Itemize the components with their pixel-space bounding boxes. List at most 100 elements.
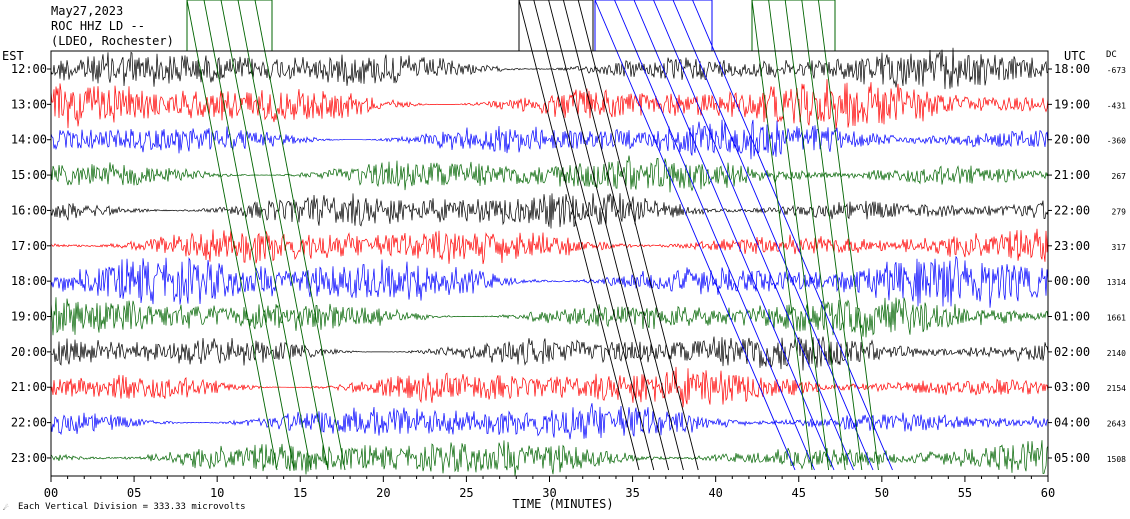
x-tick-label: 40	[708, 486, 722, 500]
left-hour-label: 13:00	[11, 97, 47, 111]
trace-row-8	[50, 297, 1049, 338]
right-timezone-label: UTC	[1064, 49, 1086, 63]
event-overlay-2-line	[562, 0, 684, 471]
trace-row-1	[50, 47, 1049, 90]
event-overlays	[186, 0, 893, 471]
seismic-traces	[50, 47, 1049, 477]
trace-row-10	[50, 366, 1049, 408]
dc-offset-label: 317	[1112, 243, 1127, 252]
event-overlay-2-line	[518, 0, 640, 471]
right-hour-label: 18:00	[1054, 62, 1090, 76]
right-hour-label: 20:00	[1054, 133, 1090, 147]
event-overlay-4-box	[751, 0, 836, 51]
x-tick-label: 15	[293, 486, 307, 500]
left-hour-label: 14:00	[11, 133, 47, 147]
event-overlay-3-line	[594, 0, 796, 471]
x-tick-label: 30	[542, 486, 556, 500]
event-overlay-2-line	[533, 0, 655, 471]
event-overlay-2	[518, 0, 699, 471]
trace-row-9	[50, 336, 1049, 371]
event-overlay-3	[594, 0, 893, 471]
x-tick-label: 50	[875, 486, 889, 500]
x-tick-label: 35	[625, 486, 639, 500]
x-tick-label: 00	[44, 486, 58, 500]
event-overlay-4-line	[784, 0, 846, 471]
right-hour-label: 04:00	[1054, 416, 1090, 430]
event-overlay-3-line	[692, 0, 893, 471]
event-overlay-1	[186, 0, 346, 471]
right-hour-label: 00:00	[1054, 274, 1090, 288]
event-overlay-3-line	[672, 0, 874, 471]
right-hour-label: 21:00	[1054, 168, 1090, 182]
header-network: (LDEO, Rochester)	[51, 34, 174, 48]
right-hour-label: 02:00	[1054, 345, 1090, 359]
footer-logo-icon: ☄	[3, 503, 9, 513]
event-overlay-1-line	[203, 0, 295, 471]
trace-row-4	[50, 155, 1049, 193]
right-hour-label: 23:00	[1054, 239, 1090, 253]
dc-offset-label: 2140	[1107, 349, 1126, 358]
event-overlay-3-line	[653, 0, 854, 471]
x-tick-label: 20	[376, 486, 390, 500]
event-overlay-3-line	[633, 0, 835, 471]
event-overlay-1-line	[220, 0, 312, 471]
plot-frame	[50, 50, 1049, 477]
left-hour-label: 18:00	[11, 274, 47, 288]
left-hour-label: 22:00	[11, 416, 47, 430]
dc-offset-label: 1661	[1107, 314, 1126, 323]
left-hour-label: 16:00	[11, 203, 47, 217]
trace-row-7	[50, 255, 1049, 308]
left-hour-label: 17:00	[11, 239, 47, 253]
trace-row-3	[50, 119, 1049, 160]
x-tick-label: 25	[459, 486, 473, 500]
event-overlay-2-line	[548, 0, 670, 471]
dc-offset-labels: -673 -431 -360 267 279 317 1314 1661 2140 2154 264…	[1107, 66, 1126, 464]
x-axis-label: TIME (MINUTES)	[512, 497, 613, 511]
left-timezone-label: EST	[2, 49, 24, 63]
x-tick-label: 45	[792, 486, 806, 500]
right-hour-label: 05:00	[1054, 451, 1090, 465]
left-hour-label: 12:00	[11, 62, 47, 76]
event-overlay-1-box	[186, 0, 273, 51]
event-overlay-4-line	[751, 0, 813, 471]
dc-offset-label: -431	[1107, 101, 1126, 110]
header-station: ROC HHZ LD --	[51, 19, 145, 33]
dc-offset-label: 2154	[1107, 384, 1126, 393]
event-overlay-4	[751, 0, 879, 471]
x-tick-label: 10	[210, 486, 224, 500]
dc-offset-label: -360	[1107, 137, 1126, 146]
right-hour-labels: 18:00 19:00 20:00 21:00 22:00 23:00 00:00 01:00…	[1048, 62, 1090, 465]
trace-row-6	[50, 228, 1049, 265]
event-overlay-3-line	[614, 0, 815, 471]
event-overlay-4-line	[768, 0, 830, 471]
event-overlay-2-line	[577, 0, 699, 471]
dc-offset-label: 279	[1112, 207, 1127, 216]
event-overlay-1-line	[254, 0, 346, 471]
right-hour-label: 19:00	[1054, 97, 1090, 111]
event-overlay-1-line	[186, 0, 278, 471]
trace-row-5	[50, 193, 1049, 229]
trace-row-11	[50, 403, 1049, 440]
footer-scale-note: Each Vertical Division = 333.33 microvol…	[18, 502, 246, 512]
right-hour-label: 22:00	[1054, 203, 1090, 217]
dc-offset-label: 1508	[1107, 455, 1126, 464]
event-overlay-1-line	[237, 0, 329, 471]
right-hour-label: 01:00	[1054, 310, 1090, 324]
dc-offset-label: -673	[1107, 66, 1126, 75]
left-hour-label: 21:00	[11, 380, 47, 394]
left-hour-label: 15:00	[11, 168, 47, 182]
header-date: May27,2023	[51, 4, 123, 18]
left-hour-labels: 12:00 13:00 14:00 15:00 16:00 17:00 18:00 19:00…	[11, 62, 51, 465]
event-overlay-4-line	[801, 0, 863, 471]
left-hour-label: 23:00	[11, 451, 47, 465]
dc-offset-label: 267	[1112, 172, 1127, 181]
x-axis-ticks: 00 05 10 15 20 25 30 35 40 45 50 55 60	[44, 476, 1055, 500]
event-overlay-4-line	[817, 0, 879, 471]
x-tick-label: 60	[1041, 486, 1055, 500]
x-tick-label: 55	[958, 486, 972, 500]
right-hour-label: 03:00	[1054, 380, 1090, 394]
trace-row-2	[50, 79, 1049, 130]
left-hour-label: 19:00	[11, 310, 47, 324]
trace-row-12	[50, 440, 1049, 477]
